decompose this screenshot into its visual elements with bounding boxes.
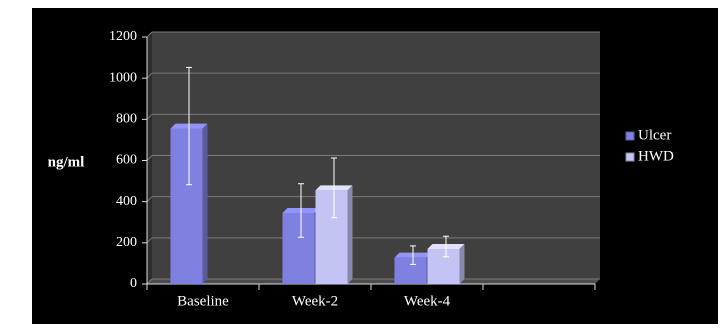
- error-bar: [298, 183, 304, 238]
- x-tick-label: Week-2: [292, 293, 338, 309]
- bar-front: [282, 212, 315, 284]
- y-tick-label: 600: [116, 153, 137, 168]
- bar-side: [347, 185, 353, 284]
- y-tick-label: 1200: [109, 29, 137, 44]
- y-tick-label: 400: [116, 194, 137, 209]
- y-tick-label: 800: [116, 112, 137, 127]
- legend-swatch: [625, 131, 635, 141]
- gridline-depth: [146, 31, 153, 38]
- bar: [427, 244, 465, 284]
- error-bar: [186, 66, 192, 186]
- legend-label: Ulcer: [638, 127, 671, 143]
- axes: [142, 36, 596, 290]
- y-tick-label: 200: [116, 235, 137, 250]
- x-tick-label: Week-4: [404, 293, 451, 309]
- legend: Ulcer HWD: [625, 127, 674, 164]
- tick-labels: 0 200 400 600 800 1000 1200 Baseline Week-2 Week-…: [109, 29, 451, 309]
- error-bar: [443, 235, 449, 258]
- error-bars: [186, 66, 449, 265]
- gridline-depth: [146, 155, 153, 161]
- gridline-depth: [146, 278, 153, 285]
- legend-label: HWD: [638, 148, 674, 164]
- bar: [170, 123, 208, 285]
- legend-item: HWD: [625, 148, 674, 164]
- error-bar: [331, 157, 337, 219]
- gridlines: [146, 31, 600, 285]
- legend-swatch: [625, 152, 635, 162]
- bars: [170, 123, 465, 285]
- gridline-depth: [146, 237, 153, 244]
- gridline-depth: [146, 196, 153, 203]
- bar: [315, 185, 353, 284]
- gridline-depth: [146, 72, 153, 79]
- chart-frame: 0 200 400 600 800 1000 1200 Baseline Week-2 Week-…: [32, 8, 718, 324]
- bar-chart: 0 200 400 600 800 1000 1200 Baseline Week-2 Week-…: [48, 29, 674, 309]
- error-bar: [410, 245, 416, 265]
- bar-front: [170, 128, 203, 284]
- plot-floor: [147, 279, 600, 284]
- y-tick-label: 0: [130, 276, 137, 291]
- x-tick-label: Baseline: [177, 293, 229, 309]
- bar-side: [459, 244, 465, 284]
- y-tick-label: 1000: [109, 70, 137, 85]
- bar-side: [202, 123, 208, 285]
- gridline-depth: [146, 113, 153, 120]
- legend-item: Ulcer: [625, 127, 671, 143]
- bar-front: [427, 249, 460, 284]
- bar-front: [315, 190, 348, 284]
- bar-front: [394, 257, 427, 284]
- y-axis-label: ng/ml: [48, 154, 85, 170]
